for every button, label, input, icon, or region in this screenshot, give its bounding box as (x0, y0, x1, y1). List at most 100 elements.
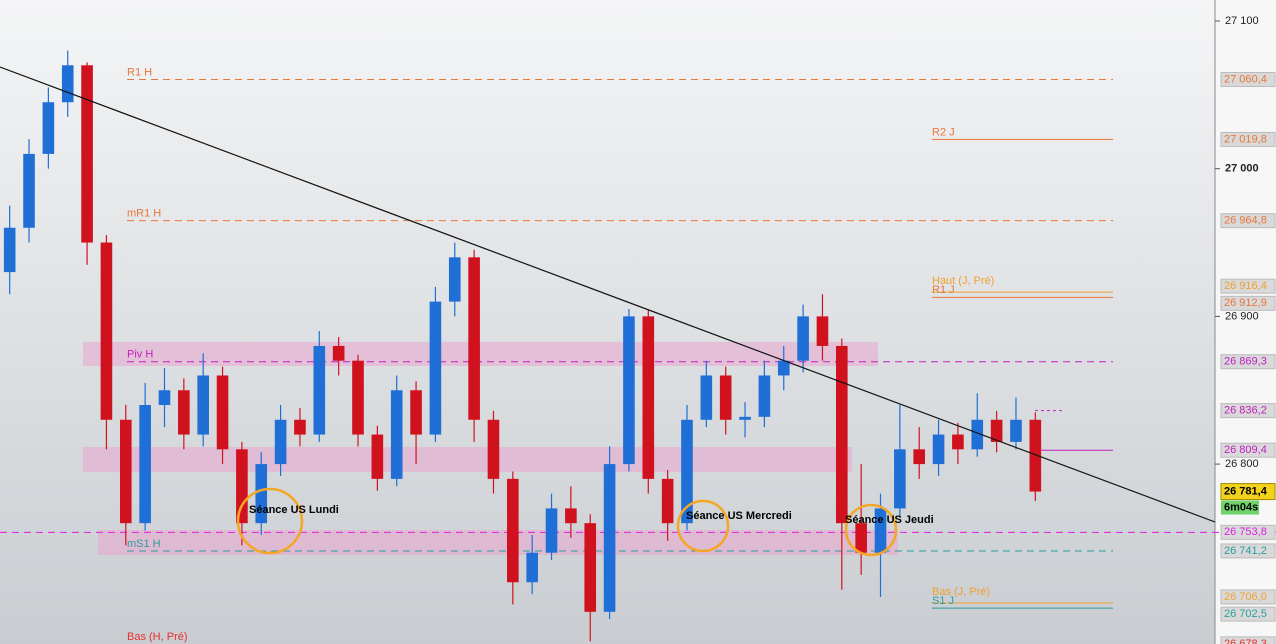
zone (83, 342, 878, 366)
y-tick-label: 27 000 (1225, 163, 1259, 175)
price-label-box (1220, 524, 1276, 540)
candle-body (429, 301, 442, 435)
candle-body (836, 345, 848, 524)
last-price-label: 26 781,4 (1224, 485, 1268, 497)
price-label: 26 912,9 (1224, 297, 1267, 309)
annotation: Séance US Lundi (249, 504, 339, 516)
y-tick-label: 27 100 (1225, 15, 1259, 27)
price-label: 26 836,2 (1224, 405, 1267, 417)
level-label: Bas (H, Pré) (127, 631, 188, 643)
candle-body (410, 390, 422, 435)
candle-body (139, 405, 151, 524)
highlight-circle (236, 487, 304, 555)
candle-body (526, 552, 538, 583)
candle-body (758, 375, 771, 417)
candle-body (487, 419, 500, 479)
candle-body (971, 419, 984, 450)
candle-body (661, 478, 674, 524)
candle-body (158, 390, 171, 406)
candle-body (352, 360, 364, 435)
level-label: R2 J (932, 126, 955, 138)
candle-body (913, 449, 926, 465)
level-label: Haut (J, Pré) (932, 275, 994, 287)
candle-body (777, 360, 790, 376)
candle-body (952, 434, 964, 450)
candle-body (739, 416, 751, 420)
candle-body (468, 257, 480, 420)
candle-body (700, 375, 713, 420)
candle-body (990, 419, 1003, 442)
candle-body (623, 316, 635, 465)
last-price-box (1220, 483, 1276, 501)
timer-box (1221, 500, 1259, 515)
candle-body (197, 375, 209, 435)
level-label: R1 J (932, 284, 955, 296)
candle-body (874, 508, 887, 553)
price-label: 26 741,2 (1224, 545, 1267, 557)
price-label: 26 916,4 (1224, 280, 1267, 292)
level-label: Piv H (127, 349, 153, 361)
price-label: 27 019,8 (1224, 133, 1267, 145)
candle-body (1029, 419, 1042, 492)
price-label: 26 706,0 (1224, 591, 1267, 603)
candle-body (81, 65, 93, 243)
candle-body (507, 478, 519, 583)
price-label-box (1220, 131, 1276, 147)
annotation: Séance US Jeudi (845, 514, 934, 526)
candle-body (390, 390, 403, 479)
candle-body (816, 316, 829, 346)
candle-body (545, 508, 558, 553)
candle-body (236, 449, 248, 524)
price-label: 26 753,8 (1224, 526, 1267, 538)
price-label: 26 869,3 (1224, 356, 1267, 368)
candle-body (3, 227, 16, 273)
candle-body (100, 242, 113, 420)
highlight-circle (844, 503, 898, 557)
highlight-circle (676, 499, 730, 553)
candle-body (61, 65, 74, 103)
price-label-box (1220, 589, 1276, 605)
level-label: mS1 H (127, 538, 161, 550)
price-label: 26 964,8 (1224, 215, 1267, 227)
candle-body (274, 419, 287, 465)
price-label-box (1220, 295, 1276, 311)
candle-body (371, 434, 384, 479)
candle-body (584, 523, 597, 612)
price-label-box (1220, 278, 1276, 294)
annotation: Séance US Mercredi (686, 510, 792, 522)
candle-body (119, 419, 132, 524)
trend-line (0, 66, 1216, 523)
candle-body (797, 316, 809, 361)
timer-label: 6m04s (1224, 501, 1258, 513)
level-label: Bas (J, Pré) (932, 586, 990, 598)
price-label-box (1220, 71, 1276, 87)
candle-body (894, 449, 906, 509)
candle-body (932, 434, 945, 465)
price-label-box (1220, 606, 1276, 622)
candle-body (719, 375, 732, 420)
candle-body (313, 345, 326, 435)
level-label: R1 H (127, 66, 152, 78)
candle-body (23, 153, 35, 228)
candle-body (448, 257, 461, 302)
price-label-box (1220, 442, 1276, 458)
price-label-box (1220, 403, 1276, 419)
candle-body (642, 316, 655, 479)
zone (83, 447, 852, 472)
candle-body (255, 464, 268, 524)
price-label: 26 678,3 (1224, 638, 1267, 644)
level-label: mR1 H (127, 208, 161, 220)
candle-body (294, 419, 306, 435)
level-label: S1 J (932, 595, 954, 607)
candle-body (42, 102, 55, 154)
price-label-box (1220, 213, 1276, 229)
candle-body (565, 508, 577, 524)
candle-body (216, 375, 229, 450)
candle-body (681, 419, 693, 524)
y-tick-label: 26 800 (1225, 458, 1259, 470)
candle-body (178, 390, 190, 435)
price-label: 27 060,4 (1224, 73, 1267, 85)
candle-body (603, 464, 616, 612)
price-label: 26 702,5 (1224, 608, 1267, 620)
